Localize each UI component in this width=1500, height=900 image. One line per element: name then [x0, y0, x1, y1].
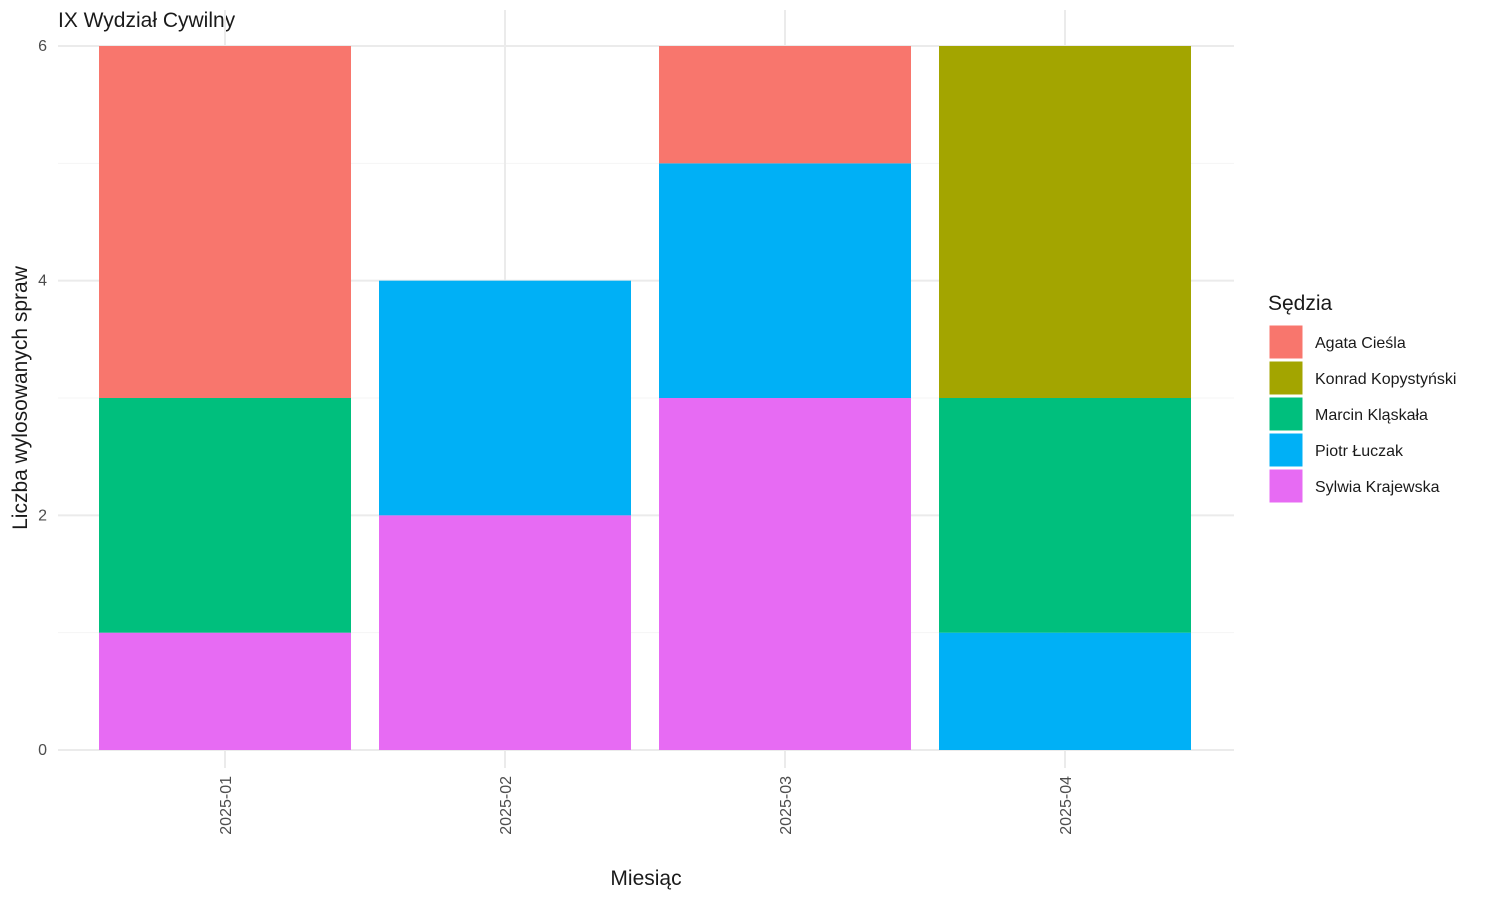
bar-segment-2025-01-5	[99, 632, 351, 750]
legend-key	[1268, 360, 1304, 396]
x-tick-label: 2025-01	[218, 776, 235, 835]
legend: Sędzia Agata Cieśla Konrad Kopystyński Mar…	[1268, 292, 1456, 504]
bar-segment-2025-01-3	[99, 398, 351, 633]
bars	[99, 46, 1191, 750]
x-tick-label: 2025-04	[1058, 776, 1075, 835]
legend-title: Sędzia	[1268, 292, 1333, 315]
bar-segment-2025-03-1	[659, 46, 911, 164]
y-axis-title: Liczba wylosowanych spraw	[9, 265, 32, 530]
bar-segment-2025-02-4	[379, 280, 631, 516]
legend-label: Marcin Kląskała	[1315, 407, 1428, 424]
x-axis-ticks: 2025-01 2025-02 2025-03 2025-04	[218, 776, 1075, 835]
legend-key	[1268, 324, 1304, 360]
legend-label: Sylwia Krajewska	[1315, 479, 1440, 496]
x-tick-label: 2025-03	[778, 776, 795, 835]
bar-segment-2025-03-4	[659, 163, 911, 398]
legend-label: Agata Cieśla	[1315, 335, 1406, 352]
bar-segment-2025-03-5	[659, 398, 911, 750]
bar-segment-2025-04-3	[939, 398, 1191, 633]
bar-segment-2025-04-4	[939, 632, 1191, 750]
y-tick-label: 0	[38, 742, 47, 759]
legend-label: Konrad Kopystyński	[1315, 371, 1456, 388]
x-axis-title: Miesiąc	[610, 867, 681, 890]
legend-label: Piotr Łuczak	[1315, 443, 1404, 460]
legend-key	[1268, 432, 1304, 468]
legend-key	[1268, 396, 1304, 432]
y-axis-ticks: 0 2 4 6	[38, 38, 47, 759]
legend-items: Agata Cieśla Konrad Kopystyński Marcin Klą…	[1268, 324, 1456, 504]
bar-segment-2025-02-5	[379, 515, 631, 750]
y-tick-label: 2	[38, 507, 47, 524]
legend-key	[1268, 468, 1304, 504]
chart-title: IX Wydział Cywilny	[58, 9, 236, 32]
bar-segment-2025-04-2	[939, 46, 1191, 398]
x-tick-label: 2025-02	[498, 776, 515, 835]
bar-segment-2025-01-1	[99, 46, 351, 398]
y-tick-label: 4	[38, 273, 47, 290]
y-tick-label: 6	[38, 38, 47, 55]
